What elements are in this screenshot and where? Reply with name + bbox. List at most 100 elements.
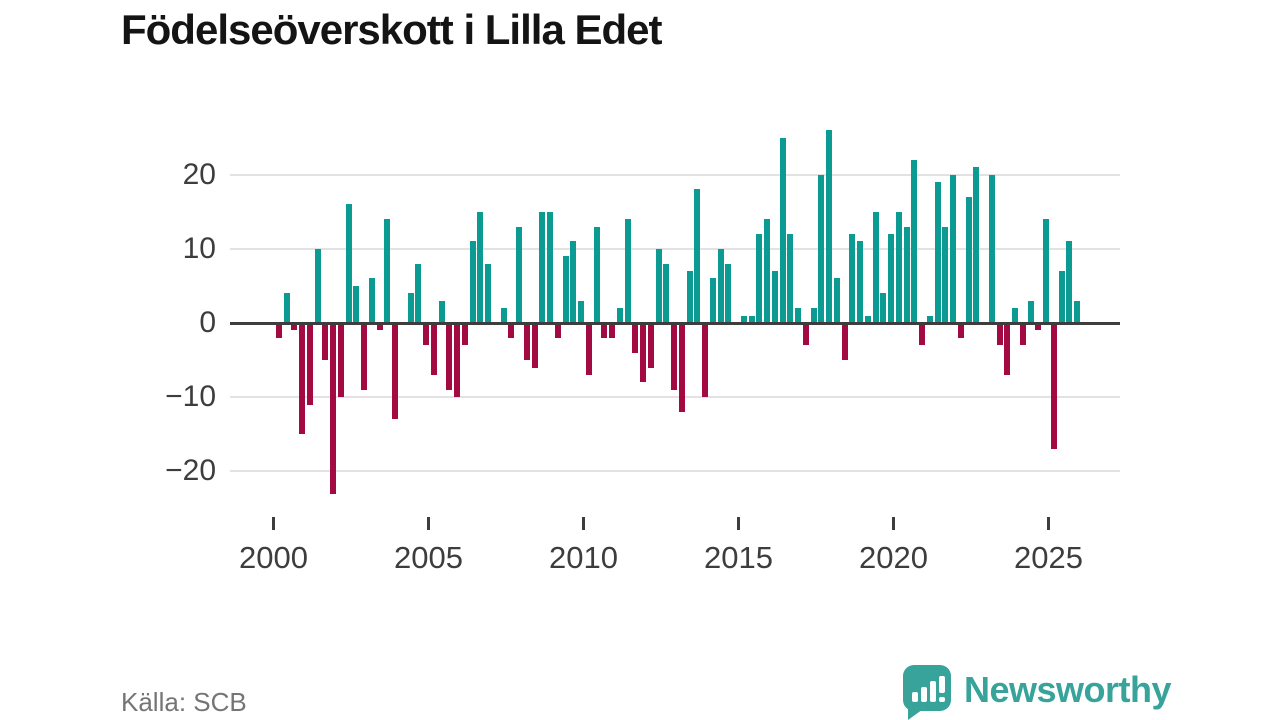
newsworthy-wordmark: Newsworthy	[964, 669, 1172, 710]
bar-positive	[547, 211, 553, 323]
bar-positive	[439, 300, 445, 323]
bar-negative	[671, 323, 677, 390]
bar-positive	[284, 293, 290, 323]
bar-negative	[958, 323, 964, 338]
x-axis-tick-label: 2010	[549, 540, 618, 575]
bar-negative	[338, 323, 344, 398]
y-axis-tick-label: −10	[165, 380, 216, 414]
x-axis-tick-mark	[427, 517, 430, 530]
bar-negative	[679, 323, 685, 413]
newsworthy-logo: Newsworthy	[901, 663, 1172, 720]
bar-negative	[307, 323, 313, 405]
bar-negative	[601, 323, 607, 338]
bar-negative	[423, 323, 429, 346]
bar-positive	[749, 315, 755, 323]
bar-positive	[911, 159, 917, 323]
logo-bar-chart-icon	[912, 692, 918, 702]
bar-positive	[849, 233, 855, 323]
bar-positive	[663, 263, 669, 323]
bar-positive	[741, 315, 747, 323]
zero-axis-line	[230, 321, 1120, 325]
bar-negative	[322, 323, 328, 361]
bar-positive	[1074, 300, 1080, 323]
bar-positive	[353, 285, 359, 323]
bar-positive	[501, 308, 507, 323]
bar-negative	[648, 323, 654, 368]
bar-negative	[291, 323, 297, 331]
gridline	[230, 247, 1120, 250]
bar-positive	[470, 241, 476, 323]
x-axis-tick-label: 2025	[1014, 540, 1083, 575]
bar-negative	[361, 323, 367, 390]
logo-bar-chart-icon	[930, 681, 936, 702]
bar-negative	[1020, 323, 1026, 346]
bar-positive	[656, 248, 662, 323]
bar-positive	[384, 219, 390, 323]
bar-positive	[694, 189, 700, 323]
bar-positive	[865, 315, 871, 323]
bar-negative	[446, 323, 452, 390]
speech-bubble-shape	[903, 665, 951, 711]
bar-positive	[857, 241, 863, 323]
bar-negative	[1004, 323, 1010, 375]
bar-negative	[392, 323, 398, 420]
bar-negative	[462, 323, 468, 346]
bar-positive	[369, 278, 375, 323]
bar-negative	[632, 323, 638, 353]
bar-positive	[315, 248, 321, 323]
bar-negative	[640, 323, 646, 383]
x-axis-tick-mark	[1047, 517, 1050, 530]
bar-positive	[880, 293, 886, 323]
bar-negative	[431, 323, 437, 375]
bar-negative	[454, 323, 460, 398]
bar-positive	[725, 263, 731, 323]
bar-positive	[485, 263, 491, 323]
x-axis-tick-mark	[737, 517, 740, 530]
bar-negative	[555, 323, 561, 338]
bar-negative	[842, 323, 848, 361]
source-note: Källa: SCB	[121, 687, 247, 717]
bar-positive	[756, 233, 762, 323]
bar-positive	[477, 211, 483, 323]
bar-positive	[563, 256, 569, 323]
bar-positive	[888, 233, 894, 323]
bar-positive	[787, 233, 793, 323]
bar-positive	[516, 226, 522, 323]
bar-positive	[811, 308, 817, 323]
bar-positive	[687, 271, 693, 323]
y-axis-tick-label: −20	[165, 454, 216, 488]
bar-positive	[594, 226, 600, 323]
bar-positive	[1012, 308, 1018, 323]
y-axis-tick-label: 0	[199, 306, 216, 339]
chart-title: Födelseöverskott i Lilla Edet	[121, 6, 662, 53]
x-axis-tick-mark	[272, 517, 275, 530]
bar-negative	[299, 323, 305, 435]
bar-negative	[330, 323, 336, 494]
bar-positive	[1066, 241, 1072, 323]
gridline	[230, 173, 1120, 176]
gridline	[230, 396, 1120, 399]
bar-positive	[834, 278, 840, 323]
bar-negative	[1035, 323, 1041, 331]
bar-positive	[346, 204, 352, 323]
gridline	[230, 470, 1120, 473]
bar-negative	[532, 323, 538, 368]
bar-positive	[1059, 271, 1065, 323]
bar-positive	[896, 211, 902, 323]
bar-positive	[795, 308, 801, 323]
bar-positive	[927, 315, 933, 323]
newsworthy-logo-icon	[901, 663, 953, 720]
y-axis-tick-label: 10	[182, 231, 216, 265]
x-axis-tick-label: 2005	[394, 540, 463, 575]
bar-negative	[586, 323, 592, 375]
bar-positive	[718, 248, 724, 323]
bar-negative	[997, 323, 1003, 346]
bar-positive	[772, 271, 778, 323]
bar-positive	[1043, 219, 1049, 323]
logo-bar-chart-icon	[921, 687, 927, 702]
bar-positive	[904, 226, 910, 323]
bar-negative	[919, 323, 925, 346]
x-axis-tick-mark	[582, 517, 585, 530]
bar-positive	[408, 293, 414, 323]
